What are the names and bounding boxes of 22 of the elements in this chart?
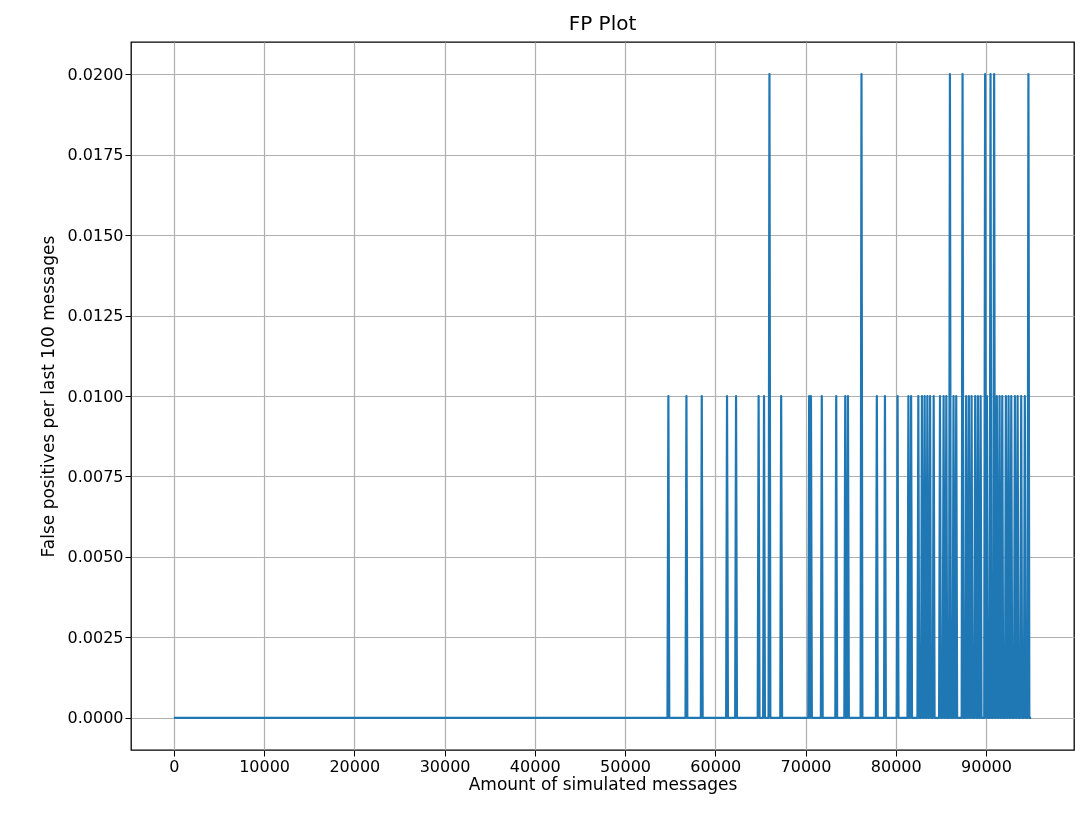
x-tick-label: 0 <box>169 756 180 776</box>
x-tick-label: 10000 <box>239 756 291 776</box>
x-tick-label: 60000 <box>690 756 742 776</box>
x-tick-label: 20000 <box>329 756 381 776</box>
x-tick-label: 50000 <box>600 756 652 776</box>
x-tick-label: 40000 <box>509 756 561 776</box>
x-tick-label: 70000 <box>780 756 832 776</box>
y-tick-label: 0.0150 <box>67 225 124 245</box>
y-tick-label: 0.0050 <box>67 547 124 567</box>
x-tick-label: 90000 <box>961 756 1012 776</box>
x-tick-label: 30000 <box>419 756 471 776</box>
y-tick-label: 0.0025 <box>67 627 124 647</box>
y-tick-label: 0.0175 <box>67 145 124 165</box>
x-tick-label: 80000 <box>870 756 922 776</box>
x-axis-title: Amount of simulated messages <box>468 773 738 794</box>
chart-title: FP Plot <box>568 11 637 35</box>
y-tick-label: 0.0125 <box>67 306 124 326</box>
y-tick-label: 0.0200 <box>67 64 124 84</box>
y-tick-label: 0.0000 <box>67 708 124 728</box>
y-axis-title: False positives per last 100 messages <box>37 235 58 558</box>
y-tick-label: 0.0075 <box>67 466 124 486</box>
y-tick-label: 0.0100 <box>67 386 124 406</box>
